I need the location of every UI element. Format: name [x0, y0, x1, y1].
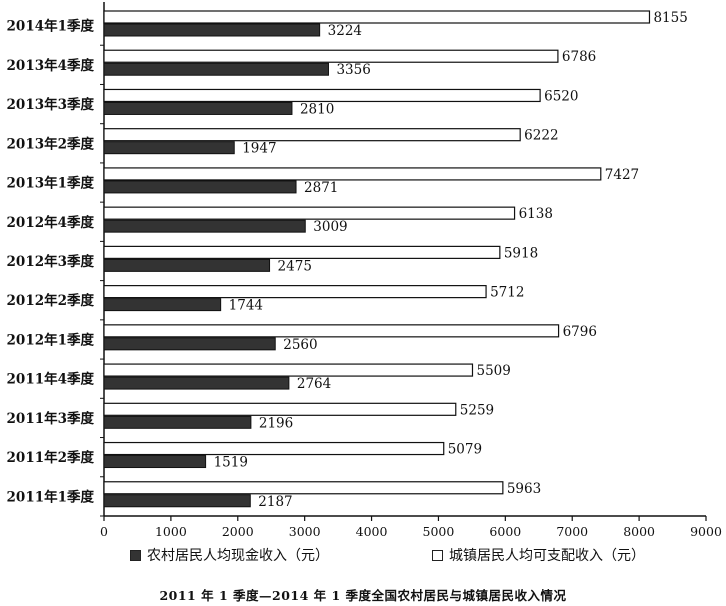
category-label: 2014年1季度 [7, 18, 95, 35]
value-label-urban: 8155 [653, 10, 687, 26]
legend-urban-label: 城镇居民人均可支配收入（元） [449, 548, 645, 564]
bar-rural [103, 337, 276, 351]
value-label-rural: 1947 [242, 141, 276, 157]
value-label-urban: 6520 [544, 88, 578, 104]
x-tick-label: 1000 [155, 524, 187, 539]
value-label-rural: 3224 [328, 23, 362, 39]
legend-urban: 城镇居民人均可支配收入（元） [432, 545, 645, 565]
value-label-urban: 6796 [563, 324, 597, 340]
x-tick-label: 4000 [356, 524, 388, 539]
bar-urban [103, 285, 487, 299]
category-label: 2013年3季度 [7, 96, 95, 113]
value-label-urban: 5259 [460, 402, 494, 418]
category-label: 2013年1季度 [7, 175, 95, 192]
category-label: 2013年2季度 [7, 135, 95, 152]
chart-title: 2011 年 1 季度—2014 年 1 季度全国农村居民与城镇居民收入情况 [159, 588, 567, 603]
value-label-urban: 7427 [605, 167, 639, 183]
legend-rural: 农村居民人均现金收入（元） [130, 545, 329, 565]
category-label: 2011年4季度 [7, 371, 95, 388]
value-label-urban: 5918 [504, 245, 538, 261]
bar-rural [103, 494, 251, 508]
category-label: 2011年3季度 [7, 410, 95, 427]
bar-rural [103, 455, 207, 469]
bar-urban [103, 206, 516, 220]
value-label-urban: 5712 [490, 285, 524, 301]
value-label-rural: 2764 [297, 376, 331, 392]
x-tick-label: 7000 [556, 524, 588, 539]
chart-bars [103, 10, 651, 508]
bar-urban [103, 324, 560, 338]
value-label-rural: 2871 [304, 180, 338, 196]
bar-rural [103, 376, 290, 390]
x-tick-label: 5000 [423, 524, 455, 539]
value-label-rural: 3009 [313, 219, 347, 235]
bar-urban [103, 49, 559, 63]
value-label-rural: 2560 [283, 337, 317, 353]
category-label: 2012年1季度 [7, 331, 95, 348]
value-label-rural: 2475 [278, 258, 312, 274]
value-label-urban: 5963 [507, 481, 541, 497]
x-tick-label: 9000 [690, 524, 722, 539]
bar-urban [103, 10, 651, 24]
x-tick-label: 3000 [289, 524, 321, 539]
category-label: 2012年3季度 [7, 253, 95, 270]
bar-urban [103, 128, 521, 142]
bar-urban [103, 245, 501, 259]
bar-rural [103, 258, 271, 272]
category-label: 2011年2季度 [7, 449, 95, 466]
bar-rural [103, 180, 297, 194]
value-label-urban: 6786 [562, 49, 596, 65]
value-label-rural: 1519 [214, 455, 248, 471]
x-tick-label: 0 [100, 524, 108, 539]
value-label-urban: 6222 [524, 128, 558, 144]
bar-urban [103, 167, 602, 181]
category-label: 2012年4季度 [7, 214, 95, 231]
x-tick-label: 2000 [222, 524, 254, 539]
bar-rural [103, 219, 306, 233]
value-label-urban: 6138 [519, 206, 553, 222]
bar-rural [103, 101, 293, 115]
bar-urban [103, 88, 541, 103]
income-bar-chart: 0 1000 2000 3000 4000 5000 6000 7000 8000 9000 20… [7, 2, 722, 539]
category-label: 2012年2季度 [7, 292, 95, 309]
value-label-rural: 3356 [336, 62, 370, 78]
legend-urban-swatch [432, 549, 443, 561]
category-label: 2013年4季度 [7, 57, 95, 74]
bar-rural [103, 62, 329, 76]
bar-urban [103, 481, 504, 495]
chart-labels: 2014年1季度 8155 3224 2013年4季度 6786 3356 2013年3季度… [7, 10, 688, 510]
bar-urban [103, 363, 474, 377]
legend-rural-label: 农村居民人均现金收入（元） [147, 548, 329, 564]
x-tick-label: 6000 [489, 524, 521, 539]
value-label-rural: 2810 [300, 101, 334, 117]
bar-rural [103, 141, 235, 155]
bar-rural [103, 415, 252, 429]
value-label-urban: 5079 [448, 442, 482, 458]
legend-rural-swatch [130, 549, 141, 561]
bar-rural [103, 23, 321, 37]
bar-rural [103, 298, 222, 312]
value-label-rural: 2187 [258, 494, 292, 510]
value-label-rural: 2196 [259, 415, 293, 431]
value-label-urban: 5509 [476, 363, 510, 379]
category-label: 2011年1季度 [7, 488, 95, 505]
bar-urban [103, 441, 445, 456]
x-tick-label: 8000 [623, 524, 655, 539]
chart-axes: 0 1000 2000 3000 4000 5000 6000 7000 8000 9000 [100, 2, 722, 539]
value-label-rural: 1744 [229, 298, 263, 314]
bar-urban [103, 402, 457, 416]
